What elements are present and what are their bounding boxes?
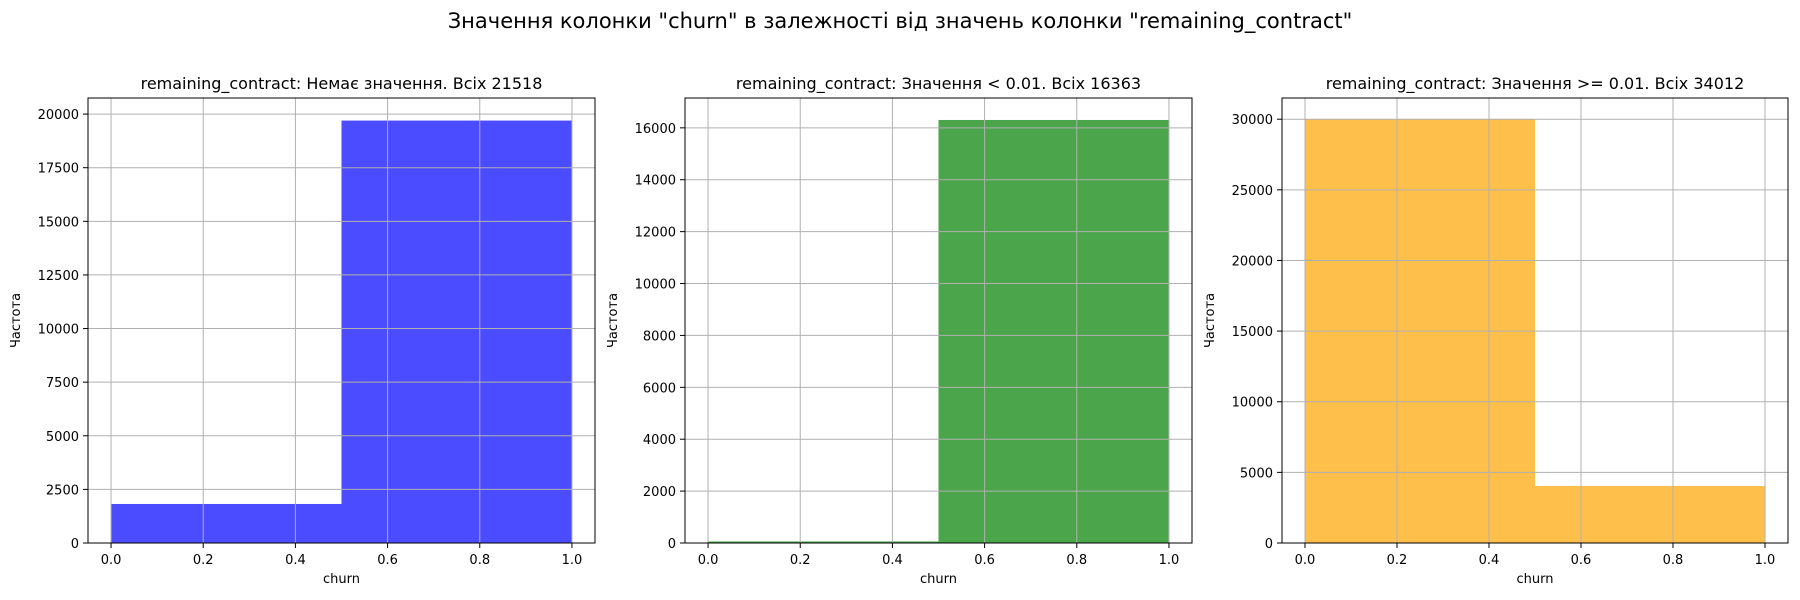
x-tick-label: 0.2 [790, 553, 811, 568]
x-tick-label: 0.8 [469, 553, 490, 568]
histogram-bar [708, 541, 939, 543]
subplot-title: remaining_contract: Немає значення. Всіх… [141, 74, 543, 94]
histogram-bar [341, 120, 572, 543]
y-tick-label: 0 [668, 537, 676, 552]
subplot-title: remaining_contract: Значення < 0.01. Всі… [736, 74, 1141, 94]
y-tick-label: 10000 [635, 278, 676, 293]
y-axis-label: Частота [606, 293, 621, 348]
y-tick-label: 12500 [38, 269, 79, 284]
y-tick-label: 2000 [643, 485, 676, 500]
y-axis-label: Частота [1203, 293, 1218, 348]
y-tick-label: 6000 [643, 381, 676, 396]
y-tick-label: 12000 [635, 226, 676, 241]
x-tick-label: 0.6 [1571, 553, 1592, 568]
x-tick-label: 0.0 [101, 553, 122, 568]
x-tick-label: 0.4 [1479, 553, 1500, 568]
axes-frame [1281, 97, 1789, 544]
x-tick-label: 0.6 [974, 553, 995, 568]
x-tick-label: 0.2 [193, 553, 214, 568]
y-tick-label: 30000 [1232, 113, 1273, 128]
y-tick-label: 14000 [635, 174, 676, 189]
x-tick-label: 1.0 [562, 553, 583, 568]
y-tick-label: 2500 [46, 483, 79, 498]
y-tick-label: 15000 [38, 215, 79, 230]
x-tick-label: 0.0 [1295, 553, 1316, 568]
x-tick-label: 0.8 [1663, 553, 1684, 568]
y-axis-label: Частота [9, 293, 24, 348]
x-axis-label: churn [920, 572, 957, 587]
axes-frame [87, 97, 596, 544]
y-tick-label: 15000 [1232, 325, 1273, 340]
y-tick-label: 20000 [38, 108, 79, 123]
y-tick-label: 0 [71, 537, 79, 552]
x-tick-label: 0.4 [285, 553, 306, 568]
y-tick-label: 17500 [38, 162, 79, 177]
histogram-bar [1535, 485, 1765, 543]
subplot-title: remaining_contract: Значення >= 0.01. Вс… [1326, 74, 1745, 94]
x-tick-label: 0.2 [1387, 553, 1408, 568]
x-tick-label: 1.0 [1755, 553, 1776, 568]
y-tick-label: 10000 [38, 323, 79, 338]
y-tick-label: 16000 [635, 122, 676, 137]
x-tick-label: 0.4 [882, 553, 903, 568]
x-axis-label: churn [1517, 572, 1554, 587]
x-tick-label: 0.0 [698, 553, 719, 568]
grid-lines [88, 98, 595, 544]
subplot-3: 0.0 0.2 0.4 0.6 0.8 1.0 0 5000 10000 15000 20000 25… [1203, 74, 1789, 587]
x-tick-label: 1.0 [1159, 553, 1180, 568]
y-tick-label: 5000 [46, 430, 79, 445]
y-tick-label: 7500 [46, 376, 79, 391]
x-axis-label: churn [323, 572, 360, 587]
y-tick-label: 5000 [1240, 466, 1273, 481]
y-tick-label: 20000 [1232, 254, 1273, 269]
y-tick-label: 4000 [643, 433, 676, 448]
histogram-bar [938, 119, 1169, 544]
histogram-bar [111, 503, 342, 543]
subplot-2: 0.0 0.2 0.4 0.6 0.8 1.0 0 2000 4000 6000 8000 10000… [606, 74, 1193, 587]
x-tick-label: 0.6 [377, 553, 398, 568]
y-tick-label: 0 [1265, 537, 1273, 552]
axes-frame [684, 97, 1193, 544]
y-tick-label: 25000 [1232, 184, 1273, 199]
y-tick-label: 10000 [1232, 396, 1273, 411]
y-tick-label: 8000 [643, 329, 676, 344]
subplot-1: 0.0 0.2 0.4 0.6 0.8 1.0 0 2500 5000 7500 10000 1250… [9, 74, 596, 587]
figure-title: Значення колонки "churn" в залежності ві… [448, 9, 1353, 34]
x-tick-label: 0.8 [1066, 553, 1087, 568]
